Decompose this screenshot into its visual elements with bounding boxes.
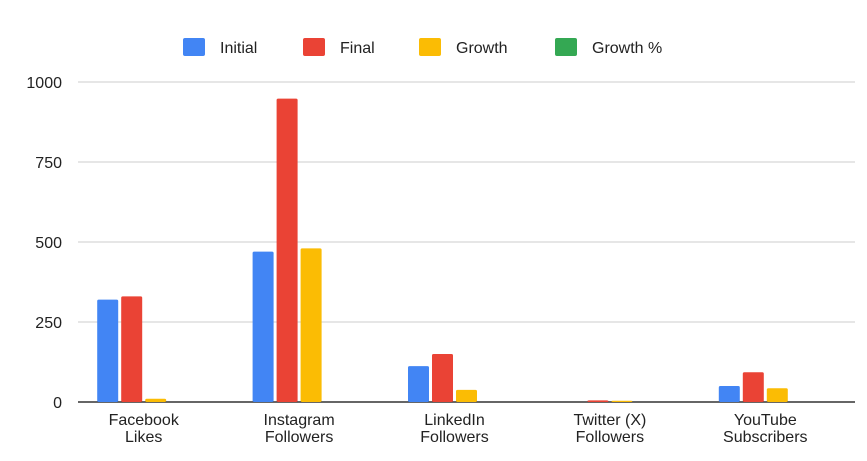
bar-final-4 [742,372,764,402]
x-category-label-line: Facebook [109,412,180,429]
legend-swatch [419,38,441,56]
bar-final-1 [276,98,298,402]
legend: Initial Final Growth Growth % [183,38,662,57]
bars [97,98,788,402]
bar-growth-3 [611,400,633,402]
x-category-label-3: Twitter (X)Followers [573,412,646,446]
bar-initial-4 [718,386,740,402]
bar-growth-1 [300,248,322,402]
legend-item-final[interactable]: Final [303,38,375,57]
y-tick-label-1000: 1000 [26,75,62,92]
legend-item-growth[interactable]: Growth [419,38,508,57]
x-category-label-line: Twitter (X) [573,412,646,429]
bar-growth-4 [766,388,788,402]
bar-final-3 [587,400,609,402]
legend-swatch [183,38,205,56]
x-category-label-line: Instagram [264,412,335,429]
x-category-label-line: Subscribers [723,429,807,446]
y-tick-label-250: 250 [35,315,62,332]
x-axis-categories: FacebookLikesInstagramFollowersLinkedInF… [109,412,808,446]
legend-label: Initial [220,40,257,57]
bar-final-2 [432,354,453,402]
legend-item-initial[interactable]: Initial [183,38,257,57]
x-category-label-line: LinkedIn [424,412,485,429]
legend-swatch [303,38,325,56]
x-category-label-line: Followers [420,429,488,446]
legend-label: Final [340,40,375,57]
x-category-label-line: Followers [265,429,333,446]
y-axis-ticks: 0 250 500 750 1000 [26,75,62,412]
bar-initial-1 [252,251,274,402]
legend-label: Growth % [592,40,662,57]
bar-initial-0 [97,299,119,402]
y-tick-label-0: 0 [53,395,62,412]
bar-growth-2 [456,389,477,402]
x-category-label-line: Followers [576,429,644,446]
bar-initial-2 [408,366,429,402]
legend-label: Growth [456,40,508,57]
bar-final-0 [121,296,143,402]
gridlines [78,81,855,403]
legend-swatch [555,38,577,56]
bar-growth-0 [145,398,167,402]
y-tick-label-500: 500 [35,235,62,252]
x-category-label-line: YouTube [734,412,797,429]
x-category-label-line: Likes [125,429,162,446]
legend-item-growth[interactable]: Growth % [555,38,662,57]
y-tick-label-750: 750 [35,155,62,172]
